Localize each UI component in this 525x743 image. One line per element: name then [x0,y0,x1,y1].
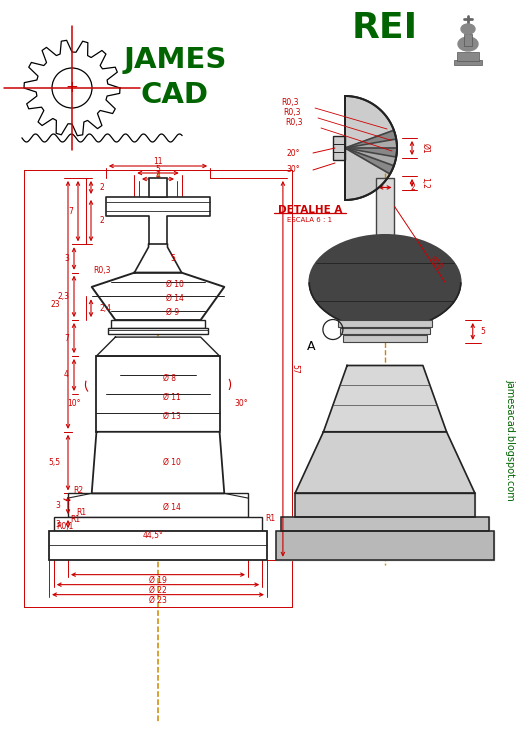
Polygon shape [345,148,397,157]
Text: Ø 14: Ø 14 [166,294,184,303]
Bar [276,531,494,559]
Text: 4: 4 [64,371,69,380]
Ellipse shape [461,24,475,34]
Text: 1,2: 1,2 [421,177,429,189]
Text: 20°: 20° [286,149,300,158]
Text: 5: 5 [155,164,161,174]
Text: Ø 13: Ø 13 [163,412,181,421]
Text: R10: R10 [426,255,444,272]
Text: R1: R1 [76,507,86,517]
Text: +: + [66,80,78,96]
Text: 5: 5 [481,327,486,336]
Bar [49,531,267,559]
Polygon shape [345,148,394,174]
Text: R0,3: R0,3 [93,266,111,275]
Text: R2: R2 [74,486,83,495]
Text: 3: 3 [55,501,60,510]
Polygon shape [92,273,224,320]
Text: 11: 11 [153,157,163,166]
Bar [343,335,427,342]
Polygon shape [345,96,397,200]
Text: 7: 7 [68,207,73,215]
Text: 2: 2 [99,216,104,225]
Text: 23: 23 [50,300,60,309]
Text: Ø 14: Ø 14 [163,503,181,512]
Text: Ø 23: Ø 23 [149,596,167,605]
Polygon shape [295,432,475,493]
Text: 2,3: 2,3 [57,292,69,301]
Text: 5,5: 5,5 [48,458,60,467]
Text: Ø 10: Ø 10 [163,458,181,467]
Ellipse shape [458,37,478,51]
Text: 44,5°: 44,5° [143,531,163,540]
Polygon shape [92,432,224,493]
Text: ESCALA 6 : 1: ESCALA 6 : 1 [288,217,332,223]
Text: DETALHE A: DETALHE A [278,205,342,215]
Text: JAMES: JAMES [123,46,227,74]
Text: Ø 19: Ø 19 [149,576,167,585]
Text: 7: 7 [64,334,69,343]
Polygon shape [323,366,447,432]
Ellipse shape [309,235,461,329]
Text: Ø 9: Ø 9 [166,308,179,317]
Text: 57: 57 [290,364,299,374]
Bar [54,517,262,531]
Bar [375,178,394,244]
Text: jamesacad.blogspot.com: jamesacad.blogspot.com [505,379,515,501]
Text: Ø1: Ø1 [421,143,429,153]
Bar [457,52,479,61]
Text: Ø 11: Ø 11 [163,392,181,401]
Bar [341,328,429,334]
Text: 3: 3 [55,519,60,528]
Bar [454,60,482,65]
Polygon shape [134,244,182,273]
Text: A: A [307,340,315,353]
Bar [281,517,489,531]
Text: 3: 3 [64,254,69,263]
Bar [108,328,208,334]
Bar [333,136,345,160]
Polygon shape [345,148,396,166]
Bar [149,178,167,197]
Bar [464,34,472,46]
Text: 2: 2 [99,183,104,192]
Polygon shape [97,337,219,356]
Polygon shape [345,130,396,148]
Text: R1: R1 [265,514,275,523]
Text: R1: R1 [70,516,80,525]
Text: R0,3: R0,3 [284,108,301,117]
Bar [68,493,248,517]
Polygon shape [345,139,397,148]
Text: 2: 2 [410,183,415,192]
Text: REI: REI [352,11,418,45]
Text: 30°: 30° [286,166,300,175]
Bar [111,320,205,328]
Polygon shape [276,531,494,559]
Text: 4: 4 [155,170,161,180]
Text: R0,3: R0,3 [285,118,303,128]
Text: CAD: CAD [141,81,209,109]
Text: 2,4: 2,4 [100,304,112,313]
Text: 10°: 10° [68,399,81,408]
Text: 30°: 30° [235,399,248,408]
Bar [97,356,219,432]
Bar [295,493,475,517]
Text: 5: 5 [170,254,175,263]
Text: R0,1: R0,1 [56,522,73,531]
Text: Ø 10: Ø 10 [166,279,184,289]
Polygon shape [281,517,489,531]
Text: Ø 8: Ø 8 [163,374,176,383]
Polygon shape [295,493,475,517]
Polygon shape [106,197,210,244]
Text: Ø 22: Ø 22 [149,586,167,595]
Bar [338,320,433,327]
Text: R0,3: R0,3 [281,99,299,108]
